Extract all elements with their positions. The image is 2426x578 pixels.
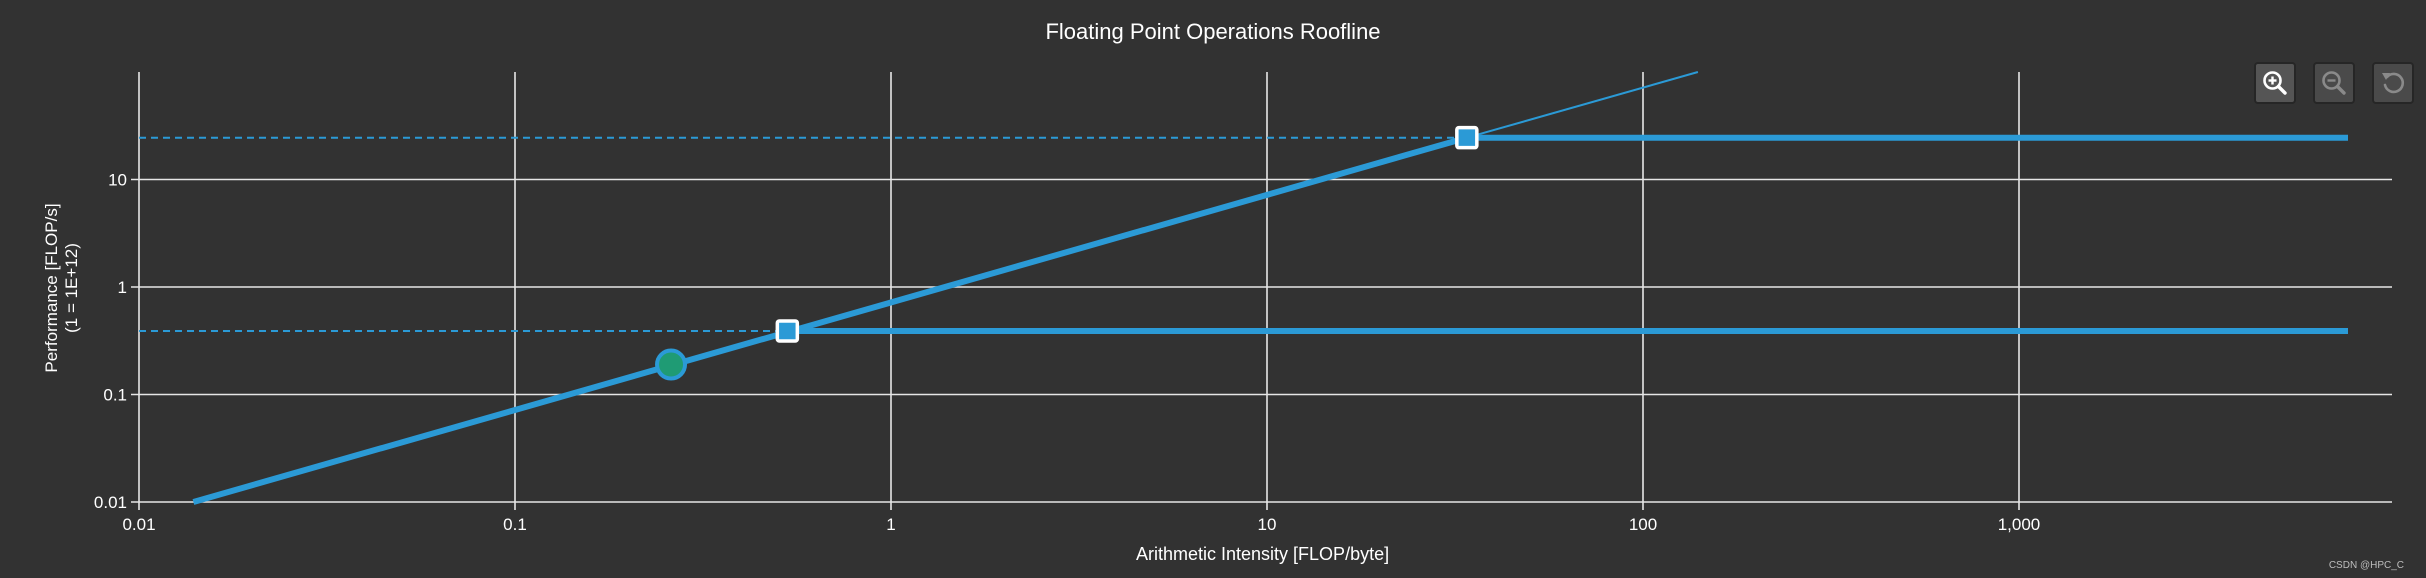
x-tick-label: 100 xyxy=(1629,515,1657,534)
kernel-point-marker xyxy=(655,348,688,381)
y-tick-label: 0.01 xyxy=(94,493,127,512)
reset-icon xyxy=(2382,72,2405,94)
y-axis-label-text: Performance [FLOP/s] xyxy=(42,203,61,373)
x-tick-label: 10 xyxy=(1258,515,1277,534)
y-axis-label: Performance [FLOP/s] (1 = 1E+12) xyxy=(42,203,82,372)
chart-title: Floating Point Operations Roofline xyxy=(1045,19,1381,44)
y-tick-label: 10 xyxy=(108,171,127,190)
bandwidth-roof-line xyxy=(192,134,1468,505)
watermark: CSDN @HPC_C xyxy=(2328,560,2404,571)
roof-lines xyxy=(139,71,2348,505)
zoom-out-button[interactable] xyxy=(2313,62,2355,104)
reset-zoom-button[interactable] xyxy=(2372,62,2414,104)
x-axis-label: Arithmetic Intensity [FLOP/byte] xyxy=(1136,544,1390,564)
ridge-point-marker xyxy=(775,319,800,343)
x-tick-label: 0.01 xyxy=(122,515,155,534)
tick-labels: 0.01 0.1 1 10 100 1,000 0.01 0.1 1 10 xyxy=(94,171,2040,535)
zoom-in-button[interactable] xyxy=(2254,62,2296,104)
bandwidth-extension-line xyxy=(1466,71,1699,139)
x-tick-label: 0.1 xyxy=(503,515,527,534)
y-tick-label: 1 xyxy=(118,278,127,297)
zoom-in-icon xyxy=(2263,71,2287,95)
x-tick-label: 1,000 xyxy=(1998,515,2041,534)
points-layer xyxy=(655,125,1479,381)
x-tick-label: 1 xyxy=(886,515,895,534)
ridge-point-marker xyxy=(1455,125,1479,150)
y-axis-unit: (1 = 1E+12) xyxy=(62,243,81,333)
grid-layer xyxy=(131,72,2392,510)
y-tick-label: 0.1 xyxy=(103,386,127,405)
zoom-out-icon xyxy=(2322,71,2346,95)
